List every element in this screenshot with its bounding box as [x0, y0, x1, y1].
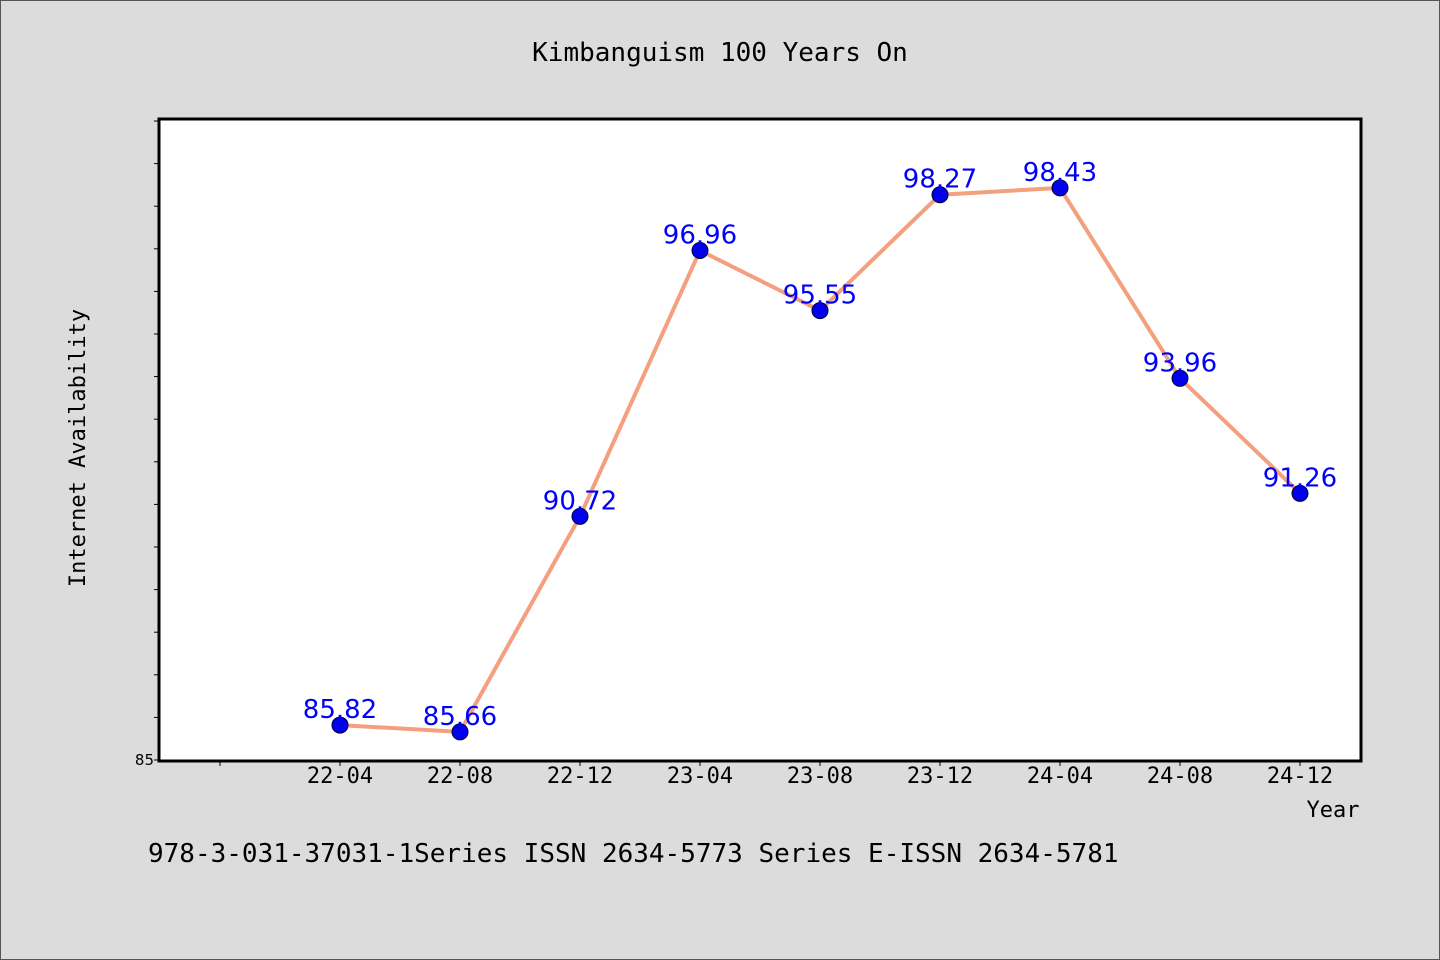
data-label: 85.82	[303, 695, 377, 725]
data-point	[1051, 179, 1069, 197]
data-labels: 85.82 85.66 90.72 96.96 95.55 98.27 98.43 93.96…	[303, 158, 1337, 732]
data-label: 91.26	[1263, 463, 1337, 493]
data-point	[931, 186, 949, 204]
data-markers	[331, 179, 1309, 741]
x-tick-label: 22-04	[307, 764, 373, 789]
x-tick-label: 23-04	[667, 764, 733, 789]
footnote: 978-3-031-37031-1Series ISSN 2634-5773 S…	[148, 839, 1119, 869]
x-tick-label: 24-12	[1267, 764, 1333, 789]
data-point	[691, 242, 709, 260]
plot-area	[157, 117, 1363, 763]
data-point	[571, 507, 589, 525]
x-tick-label: 24-04	[1027, 764, 1093, 789]
x-tick-label: 23-12	[907, 764, 973, 789]
data-label: 98.27	[903, 165, 977, 195]
data-label: 85.66	[423, 702, 497, 732]
data-point	[1171, 369, 1189, 387]
data-label: 93.96	[1143, 348, 1217, 378]
x-tick-label: 22-12	[547, 764, 613, 789]
x-tick-label: 24-08	[1147, 764, 1213, 789]
data-point	[451, 723, 469, 741]
data-label: 96.96	[663, 221, 737, 251]
data-point	[811, 302, 829, 320]
x-axis-label: Year	[1307, 798, 1360, 823]
data-point	[331, 716, 349, 734]
y-axis-ticks: 85	[135, 120, 160, 769]
data-label: 95.55	[783, 281, 857, 311]
data-point	[1291, 484, 1309, 502]
y-tick-label: 85	[135, 751, 154, 769]
x-tick-label: 23-08	[787, 764, 853, 789]
x-axis-ticks: 22-04 22-08 22-12 23-04 23-08 23-12 24-04 24-08…	[219, 760, 1333, 789]
chart-title: Kimbanguism 100 Years On	[532, 38, 908, 68]
x-tick-label: 22-08	[427, 764, 493, 789]
data-label: 98.43	[1023, 158, 1097, 188]
data-label: 90.72	[543, 486, 617, 516]
y-axis-label: Internet Availability	[66, 309, 91, 587]
